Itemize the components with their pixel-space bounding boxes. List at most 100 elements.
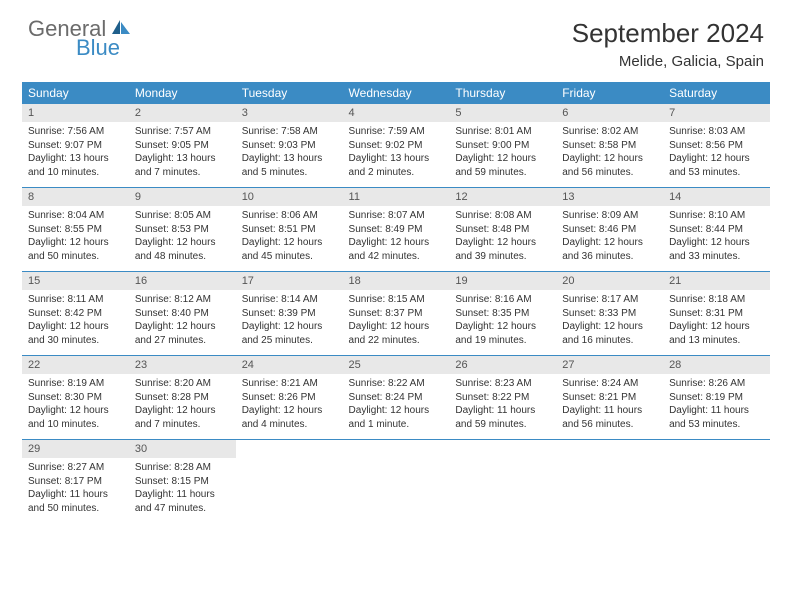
day-details: [449, 458, 556, 523]
daylight-text-1: Daylight: 11 hours: [669, 404, 764, 418]
day-number-row: 2930: [22, 440, 770, 459]
day-number-row: 22232425262728: [22, 356, 770, 375]
day-number: 28: [663, 356, 770, 375]
sunset-text: Sunset: 8:44 PM: [669, 223, 764, 237]
daylight-text-2: and 13 minutes.: [669, 334, 764, 348]
daylight-text-1: Daylight: 12 hours: [349, 320, 444, 334]
day-number: 1: [22, 104, 129, 122]
daylight-text-1: Daylight: 12 hours: [562, 236, 657, 250]
sunrise-text: Sunrise: 8:12 AM: [135, 293, 230, 307]
day-details: Sunrise: 8:18 AMSunset: 8:31 PMDaylight:…: [663, 290, 770, 356]
daylight-text-1: Daylight: 12 hours: [242, 404, 337, 418]
day-number: 18: [343, 272, 450, 291]
day-number: 13: [556, 188, 663, 207]
sunset-text: Sunset: 8:58 PM: [562, 139, 657, 153]
day-number: [663, 440, 770, 459]
sunset-text: Sunset: 9:03 PM: [242, 139, 337, 153]
day-number: [449, 440, 556, 459]
day-number: 15: [22, 272, 129, 291]
day-number: 4: [343, 104, 450, 122]
daylight-text-1: Daylight: 13 hours: [242, 152, 337, 166]
day-details-row: Sunrise: 8:27 AMSunset: 8:17 PMDaylight:…: [22, 458, 770, 523]
day-details: Sunrise: 8:11 AMSunset: 8:42 PMDaylight:…: [22, 290, 129, 356]
daylight-text-2: and 39 minutes.: [455, 250, 550, 264]
day-details: Sunrise: 8:02 AMSunset: 8:58 PMDaylight:…: [556, 122, 663, 188]
sunrise-text: Sunrise: 7:57 AM: [135, 125, 230, 139]
day-number: 22: [22, 356, 129, 375]
sunrise-text: Sunrise: 8:18 AM: [669, 293, 764, 307]
sunset-text: Sunset: 8:51 PM: [242, 223, 337, 237]
day-header: Wednesday: [343, 82, 450, 104]
daylight-text-1: Daylight: 11 hours: [562, 404, 657, 418]
sunset-text: Sunset: 8:28 PM: [135, 391, 230, 405]
day-number-row: 891011121314: [22, 188, 770, 207]
daylight-text-1: Daylight: 11 hours: [28, 488, 123, 502]
day-number: [343, 440, 450, 459]
sunrise-text: Sunrise: 7:59 AM: [349, 125, 444, 139]
sunrise-text: Sunrise: 7:58 AM: [242, 125, 337, 139]
sunrise-text: Sunrise: 8:17 AM: [562, 293, 657, 307]
day-header: Sunday: [22, 82, 129, 104]
day-details: Sunrise: 8:12 AMSunset: 8:40 PMDaylight:…: [129, 290, 236, 356]
sunset-text: Sunset: 9:05 PM: [135, 139, 230, 153]
day-details: Sunrise: 8:15 AMSunset: 8:37 PMDaylight:…: [343, 290, 450, 356]
day-number-row: 1234567: [22, 104, 770, 122]
day-header: Monday: [129, 82, 236, 104]
daylight-text-1: Daylight: 12 hours: [669, 152, 764, 166]
day-details: Sunrise: 8:23 AMSunset: 8:22 PMDaylight:…: [449, 374, 556, 440]
daylight-text-2: and 7 minutes.: [135, 166, 230, 180]
sunrise-text: Sunrise: 8:07 AM: [349, 209, 444, 223]
day-number: 16: [129, 272, 236, 291]
daylight-text-2: and 7 minutes.: [135, 418, 230, 432]
daylight-text-1: Daylight: 12 hours: [28, 404, 123, 418]
daylight-text-1: Daylight: 12 hours: [562, 152, 657, 166]
day-details: Sunrise: 8:22 AMSunset: 8:24 PMDaylight:…: [343, 374, 450, 440]
sunset-text: Sunset: 9:02 PM: [349, 139, 444, 153]
sunset-text: Sunset: 8:55 PM: [28, 223, 123, 237]
sunset-text: Sunset: 9:00 PM: [455, 139, 550, 153]
sunset-text: Sunset: 8:39 PM: [242, 307, 337, 321]
day-details: Sunrise: 8:17 AMSunset: 8:33 PMDaylight:…: [556, 290, 663, 356]
day-details: Sunrise: 8:01 AMSunset: 9:00 PMDaylight:…: [449, 122, 556, 188]
sunset-text: Sunset: 8:56 PM: [669, 139, 764, 153]
day-details: [236, 458, 343, 523]
sunset-text: Sunset: 8:53 PM: [135, 223, 230, 237]
day-details: Sunrise: 7:56 AMSunset: 9:07 PMDaylight:…: [22, 122, 129, 188]
day-number: [236, 440, 343, 459]
daylight-text-2: and 16 minutes.: [562, 334, 657, 348]
daylight-text-2: and 56 minutes.: [562, 166, 657, 180]
day-details: Sunrise: 8:08 AMSunset: 8:48 PMDaylight:…: [449, 206, 556, 272]
day-number: 10: [236, 188, 343, 207]
day-header: Saturday: [663, 82, 770, 104]
sunrise-text: Sunrise: 8:19 AM: [28, 377, 123, 391]
sunrise-text: Sunrise: 8:27 AM: [28, 461, 123, 475]
day-number: 25: [343, 356, 450, 375]
day-header: Friday: [556, 82, 663, 104]
daylight-text-2: and 53 minutes.: [669, 166, 764, 180]
daylight-text-1: Daylight: 12 hours: [349, 236, 444, 250]
day-details: Sunrise: 8:09 AMSunset: 8:46 PMDaylight:…: [556, 206, 663, 272]
day-details: [343, 458, 450, 523]
sunset-text: Sunset: 8:40 PM: [135, 307, 230, 321]
sunrise-text: Sunrise: 8:03 AM: [669, 125, 764, 139]
daylight-text-1: Daylight: 12 hours: [135, 236, 230, 250]
daylight-text-2: and 33 minutes.: [669, 250, 764, 264]
day-details: Sunrise: 8:07 AMSunset: 8:49 PMDaylight:…: [343, 206, 450, 272]
daylight-text-1: Daylight: 11 hours: [455, 404, 550, 418]
day-details: Sunrise: 8:05 AMSunset: 8:53 PMDaylight:…: [129, 206, 236, 272]
day-details: Sunrise: 8:24 AMSunset: 8:21 PMDaylight:…: [556, 374, 663, 440]
daylight-text-1: Daylight: 12 hours: [28, 236, 123, 250]
daylight-text-2: and 45 minutes.: [242, 250, 337, 264]
month-title: September 2024: [572, 18, 764, 49]
daylight-text-2: and 4 minutes.: [242, 418, 337, 432]
day-number: 27: [556, 356, 663, 375]
sunrise-text: Sunrise: 8:28 AM: [135, 461, 230, 475]
daylight-text-1: Daylight: 12 hours: [669, 236, 764, 250]
day-number: 5: [449, 104, 556, 122]
daylight-text-2: and 47 minutes.: [135, 502, 230, 516]
daylight-text-2: and 1 minute.: [349, 418, 444, 432]
daylight-text-2: and 19 minutes.: [455, 334, 550, 348]
day-header: Tuesday: [236, 82, 343, 104]
daylight-text-2: and 22 minutes.: [349, 334, 444, 348]
daylight-text-1: Daylight: 12 hours: [28, 320, 123, 334]
